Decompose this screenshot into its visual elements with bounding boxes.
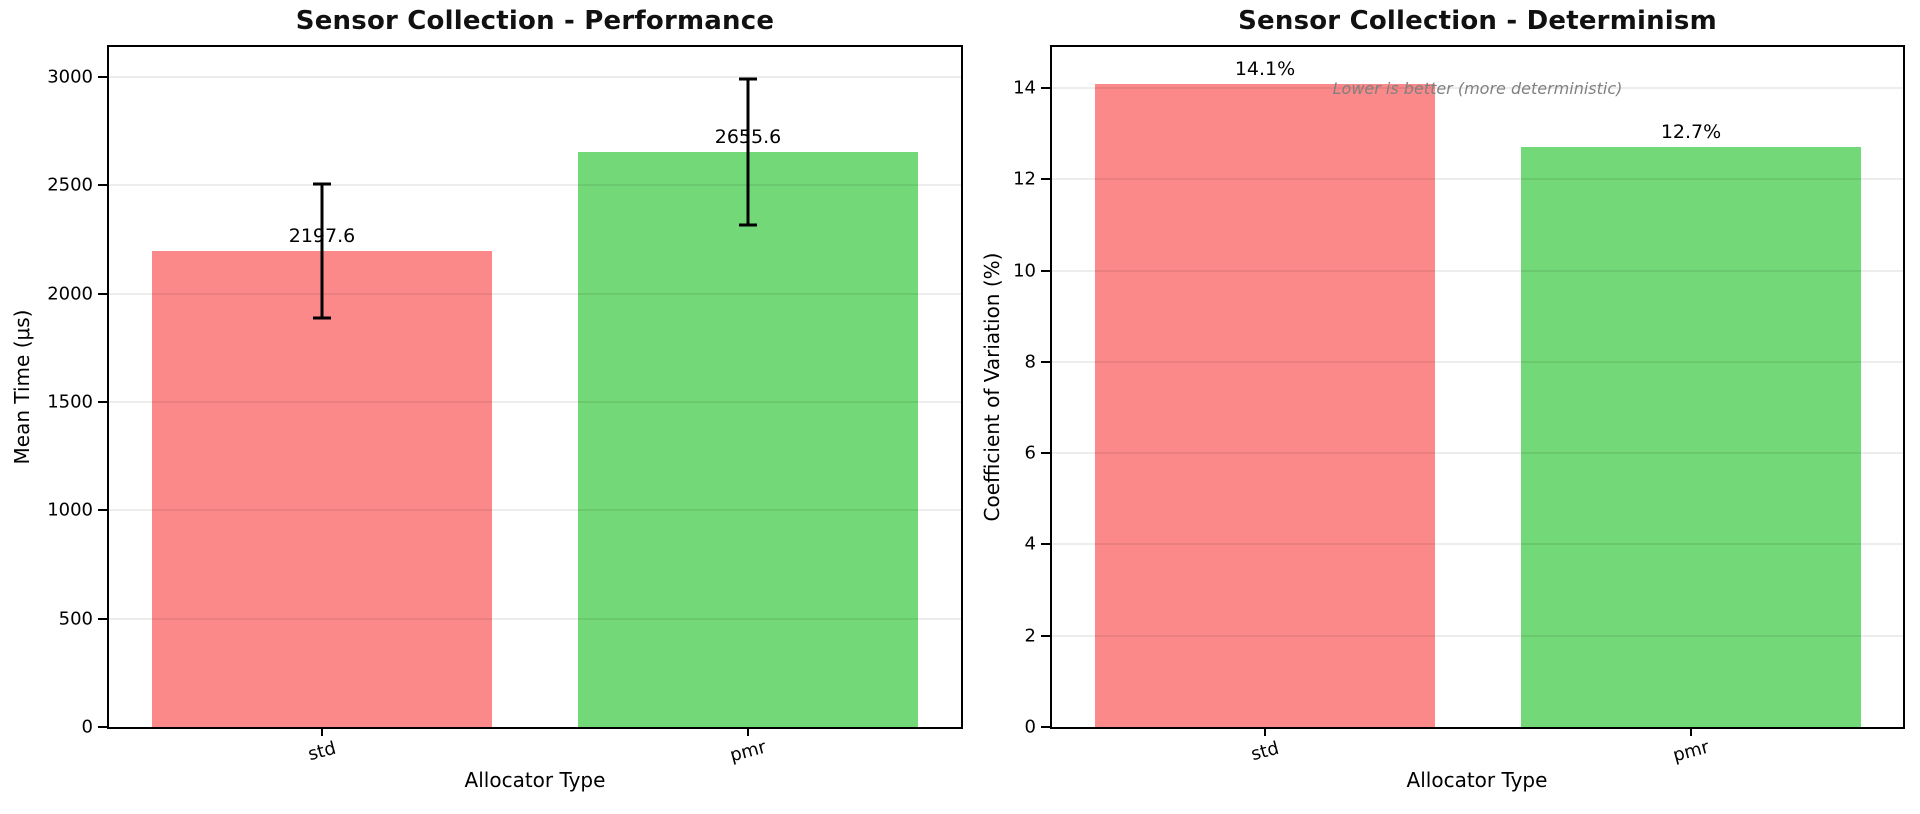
gridline — [1052, 178, 1903, 181]
y-tick-label: 0 — [81, 716, 93, 738]
x-tick-mark — [321, 727, 323, 736]
x-axis-label: Allocator Type — [464, 768, 606, 792]
x-axis-label: Allocator Type — [1406, 768, 1548, 792]
gridline — [1052, 269, 1903, 272]
y-tick-label: 1000 — [47, 499, 93, 521]
y-tick-mark — [98, 400, 107, 403]
error-bar-cap-top — [313, 182, 331, 186]
gridline — [1052, 452, 1903, 455]
gridline — [1052, 543, 1903, 546]
y-tick-mark — [98, 75, 107, 78]
x-tick-mark — [1690, 727, 1692, 736]
error-bar — [746, 78, 750, 225]
gridline — [109, 184, 961, 187]
error-bar — [320, 183, 324, 318]
plot-area: 0 500 1000 1500 2000 2500 3000 2197.6 std 2655.6 p… — [47, 45, 963, 766]
y-tick-mark — [98, 292, 107, 295]
plot-title: Sensor Collection - Performance — [295, 6, 775, 36]
gridline — [1052, 87, 1903, 90]
error-bar-cap-top — [739, 77, 757, 80]
bar-value-label: 14.1% — [1234, 57, 1296, 80]
x-tick-label: std — [1248, 737, 1282, 766]
bar-pmr — [1520, 147, 1862, 727]
y-tick-mark — [98, 617, 107, 620]
y-axis-label: Mean Time (μs) — [10, 309, 34, 465]
y-tick-mark — [1041, 726, 1050, 728]
y-tick-label: 2000 — [47, 283, 93, 305]
gridline — [109, 617, 961, 620]
y-tick-mark — [1041, 178, 1050, 181]
bar-pmr — [577, 151, 919, 727]
y-tick-mark — [98, 184, 107, 187]
y-tick-label: 500 — [58, 608, 93, 630]
y-tick-mark — [1041, 634, 1050, 637]
y-tick-label: 2 — [1024, 625, 1036, 647]
bar-value-label: 12.7% — [1660, 121, 1722, 144]
gridline — [1052, 634, 1903, 637]
x-tick-label: std — [305, 737, 339, 766]
bar-value-label: 2655.6 — [714, 125, 782, 148]
y-tick-label: 14 — [1013, 77, 1036, 99]
y-tick-mark — [1041, 360, 1050, 363]
plot-area: Lower is better (more deterministic) 0 2 4… — [1013, 45, 1905, 766]
y-tick-mark — [1041, 452, 1050, 455]
y-tick-label: 12 — [1013, 168, 1036, 190]
y-tick-mark — [98, 509, 107, 512]
bar-value-label: 2197.6 — [288, 224, 356, 247]
y-tick-label: 1500 — [47, 391, 93, 413]
error-bar-cap-bottom — [313, 316, 331, 320]
y-tick-label: 3000 — [47, 66, 93, 88]
y-tick-mark — [1041, 543, 1050, 546]
error-bar-cap-bottom — [739, 223, 757, 227]
bar-std — [151, 250, 493, 727]
x-tick-label: pmr — [1670, 736, 1712, 767]
gridline — [109, 400, 961, 403]
y-tick-label: 0 — [1024, 716, 1036, 738]
gridline — [109, 509, 961, 512]
bar-std — [1094, 83, 1436, 727]
plot-title: Sensor Collection - Determinism — [1238, 6, 1717, 36]
gridline — [109, 75, 961, 78]
gridline — [109, 292, 961, 295]
y-tick-label: 4 — [1024, 533, 1036, 555]
x-tick-label: pmr — [727, 736, 769, 767]
y-tick-label: 2500 — [47, 174, 93, 196]
x-tick-mark — [1264, 727, 1266, 736]
y-tick-mark — [98, 726, 107, 728]
annotation-note: Lower is better (more deterministic) — [1332, 79, 1623, 98]
gridline — [1052, 360, 1903, 363]
y-axis-label: Coefficient of Variation (%) — [980, 252, 1004, 522]
y-tick-mark — [1041, 87, 1050, 90]
x-tick-mark — [747, 727, 749, 736]
y-tick-label: 8 — [1024, 351, 1036, 373]
y-tick-label: 10 — [1013, 260, 1036, 282]
y-tick-mark — [1041, 269, 1050, 272]
y-tick-label: 6 — [1024, 442, 1036, 464]
